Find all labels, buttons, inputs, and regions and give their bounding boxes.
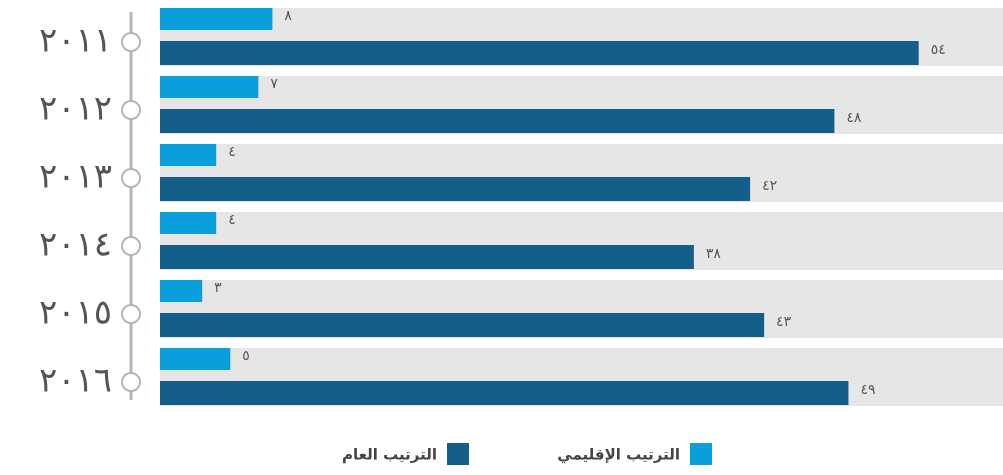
value-label: ٣ xyxy=(214,280,222,296)
bar xyxy=(160,144,217,166)
value-label: ٨ xyxy=(284,8,292,24)
bar xyxy=(160,8,273,30)
bar xyxy=(160,313,765,337)
timeline-dot xyxy=(121,168,141,188)
y-tick-label: ٢٠١٥ xyxy=(39,293,112,333)
value-label: ٤٨ xyxy=(846,110,862,126)
bar xyxy=(160,280,203,302)
y-tick-label: ٢٠١٢ xyxy=(39,89,112,129)
bar xyxy=(160,76,259,98)
y-tick-label: ٢٠١٦ xyxy=(39,361,112,401)
bar xyxy=(160,177,751,201)
bar xyxy=(160,348,231,370)
bar xyxy=(160,41,919,65)
timeline-dot xyxy=(121,372,141,392)
legend-label: الترتيب العام xyxy=(342,446,437,464)
value-label: ٤٢ xyxy=(762,178,777,194)
legend-swatch xyxy=(690,443,712,465)
value-label: ٥٤ xyxy=(931,42,946,58)
timeline-dot xyxy=(121,236,141,256)
bar xyxy=(160,212,217,234)
value-label: ٤٣ xyxy=(776,314,792,330)
value-label: ٤٩ xyxy=(860,382,875,398)
legend-label: الترتيب الإقليمي xyxy=(557,446,680,464)
bar xyxy=(160,245,694,269)
y-tick-label: ٢٠١٣ xyxy=(39,157,112,197)
value-label: ٥ xyxy=(242,348,250,364)
value-label: ٤ xyxy=(228,144,236,160)
timeline-dot xyxy=(121,100,141,120)
bar xyxy=(160,109,835,133)
value-label: ٤ xyxy=(228,212,236,228)
bar xyxy=(160,381,849,405)
value-label: ٣٨ xyxy=(706,246,722,262)
y-tick-label: ٢٠١١ xyxy=(39,21,112,61)
value-label: ٧ xyxy=(270,76,278,92)
y-tick-label: ٢٠١٤ xyxy=(39,225,112,265)
legend-swatch xyxy=(447,443,469,465)
timeline-dot xyxy=(121,304,141,324)
timeline-dot xyxy=(121,32,141,52)
